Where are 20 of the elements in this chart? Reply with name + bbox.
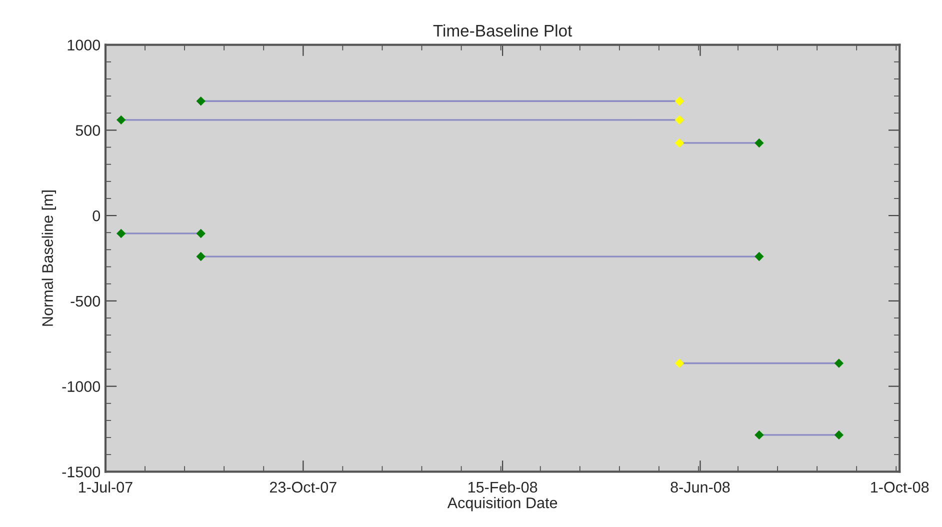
x-tick-label: 23-Oct-07 — [270, 482, 336, 493]
y-tick-label: 500 — [76, 125, 100, 136]
x-axis-title: Acquisition Date — [447, 497, 558, 512]
point — [196, 228, 206, 238]
point — [196, 252, 206, 262]
point — [834, 430, 844, 440]
y-tick-label: 1000 — [68, 40, 100, 50]
y-tick-label: -1500 — [62, 466, 100, 478]
x-tick-label: 15-Feb-08 — [468, 481, 538, 493]
y-axis-title: Normal Baseline [m] — [42, 190, 56, 326]
point — [116, 228, 126, 238]
y-tick-label: -500 — [70, 296, 100, 307]
point — [754, 252, 764, 262]
x-tick-label: 1-Jul-07 — [79, 481, 132, 493]
x-tick-label: 8-Jun-08 — [670, 482, 730, 493]
y-tick-label: -1000 — [62, 381, 100, 392]
point — [754, 430, 764, 440]
chart-title: Time-Baseline Plot — [433, 24, 572, 37]
y-tick-label: 0 — [92, 210, 100, 222]
x-tick-label: 1-Oct-08 — [871, 482, 929, 493]
